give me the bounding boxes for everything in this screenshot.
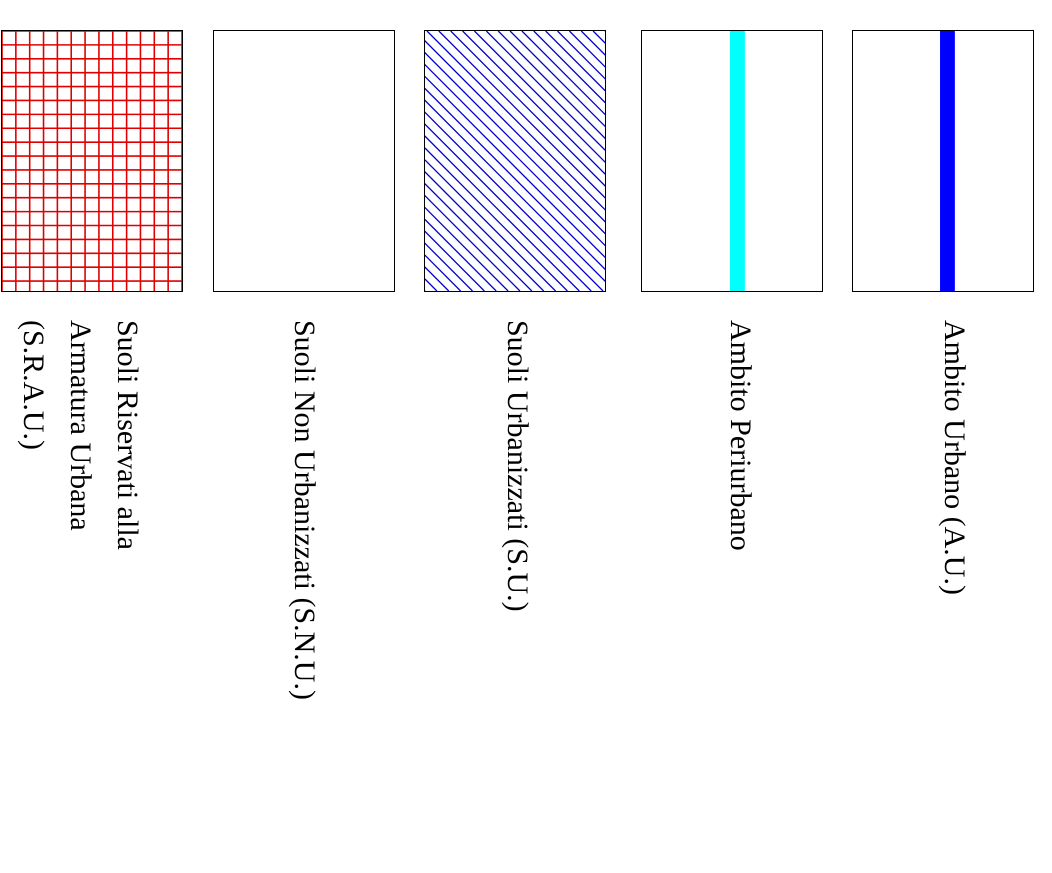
hatch-line: [425, 242, 473, 291]
legend-label-line: Suoli Non Urbanizzati (S.N.U.): [288, 320, 321, 700]
hatch-line: [425, 87, 605, 271]
legend-swatch-sraU: [1, 30, 183, 292]
legend-label-line: Suoli Riservati alla: [111, 320, 144, 550]
hatch-line: [521, 31, 605, 116]
legend-label-su: Suoli Urbanizzati (S.U.): [494, 320, 541, 612]
blue-band: [940, 31, 955, 291]
hatch-line: [450, 31, 605, 187]
hatch-line: [509, 31, 605, 128]
hatch-line: [425, 135, 580, 291]
legend-label-line: (S.R.A.U.): [17, 320, 50, 451]
hatch-line: [425, 51, 605, 235]
hatch-line: [425, 63, 605, 247]
hatch-line: [462, 31, 605, 175]
hatch-line: [425, 182, 533, 291]
hatch-line: [425, 99, 605, 282]
legend-swatch-snu: [213, 30, 395, 292]
hatch-line: [426, 31, 605, 211]
hatch-line: [425, 147, 568, 291]
hatch-line: [485, 31, 605, 151]
blue-band-fill: [940, 31, 955, 291]
legend-label-periurbano: Ambito Periurbano: [717, 320, 764, 551]
legend-label-line: Suoli Urbanizzati (S.U.): [501, 320, 534, 612]
legend-swatch-su: [424, 30, 606, 292]
legend-swatch-au: [852, 30, 1034, 292]
cyan-band: [730, 31, 745, 291]
legend-label-line: Ambito Urbano (A.U.): [938, 320, 971, 595]
legend-label-au: Ambito Urbano (A.U.): [931, 320, 978, 595]
hatch-line: [425, 111, 604, 291]
legend-label-line: Armatura Urbana: [64, 320, 97, 531]
red-grid-pattern: [2, 31, 182, 291]
hatch-line: [425, 75, 605, 259]
hatch-line: [497, 31, 605, 140]
hatch-line: [425, 218, 497, 291]
blue-hatch-pattern: [425, 31, 605, 291]
hatch-line: [438, 31, 605, 199]
legend-label-snu: Suoli Non Urbanizzati (S.N.U.): [281, 320, 328, 700]
hatch-line: [473, 31, 605, 163]
legend-label-line: Ambito Periurbano: [724, 320, 757, 551]
hatch-line: [533, 31, 605, 104]
legend-swatch-periurbano: [641, 30, 823, 292]
hatch-line: [425, 40, 605, 223]
hatch-line: [425, 230, 485, 291]
hatch-line: [425, 194, 521, 291]
hatch-line: [425, 159, 557, 291]
hatch-line: [545, 31, 605, 92]
legend-label-sraU: Suoli Riservati alla Armatura Urbana (S.…: [10, 320, 151, 550]
hatch-line: [557, 31, 605, 80]
cyan-band-fill: [730, 31, 745, 291]
hatch-line: [425, 123, 592, 291]
hatch-line: [425, 206, 509, 291]
hatch-line: [425, 171, 545, 291]
